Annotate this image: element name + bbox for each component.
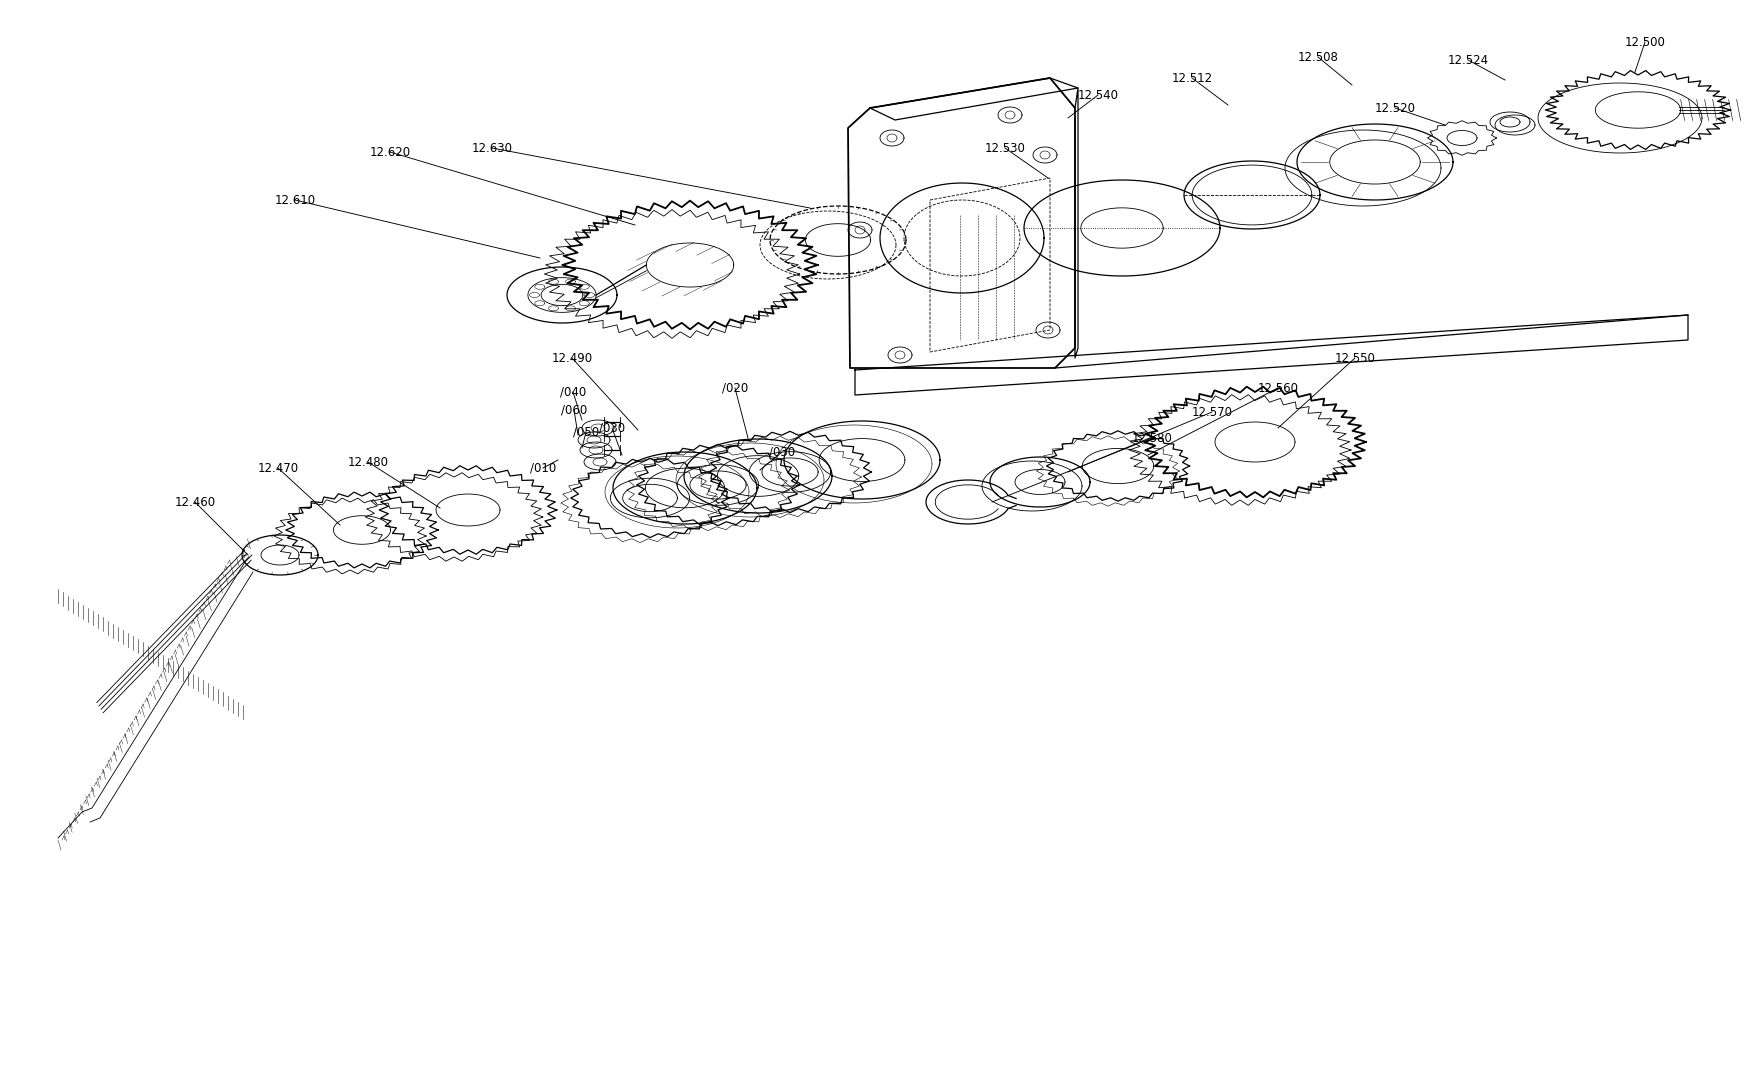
Text: 12.490: 12.490: [551, 351, 593, 364]
Text: 12.520: 12.520: [1374, 101, 1416, 114]
Text: 12.570: 12.570: [1192, 405, 1232, 419]
Text: /030: /030: [768, 446, 794, 459]
Text: /030: /030: [598, 422, 625, 435]
Text: 12.610: 12.610: [275, 194, 315, 206]
Text: 12.470: 12.470: [257, 461, 299, 474]
Text: /020: /020: [723, 382, 749, 395]
Text: 12.530: 12.530: [985, 142, 1026, 155]
Text: 12.630: 12.630: [471, 142, 513, 155]
Text: 12.580: 12.580: [1132, 432, 1172, 445]
Text: 12.508: 12.508: [1297, 50, 1339, 63]
Text: 12.512: 12.512: [1171, 72, 1213, 85]
Text: 12.550: 12.550: [1335, 351, 1376, 364]
Text: 12.480: 12.480: [348, 456, 388, 469]
Text: /010: /010: [530, 461, 556, 474]
Text: 12.620: 12.620: [369, 145, 411, 158]
Text: /060: /060: [562, 403, 588, 416]
Text: 12.500: 12.500: [1624, 36, 1666, 48]
Text: 12.560: 12.560: [1258, 382, 1298, 395]
Text: 12.540: 12.540: [1078, 88, 1118, 101]
Text: 12.460: 12.460: [175, 496, 215, 509]
Text: /050: /050: [572, 425, 598, 438]
Text: 12.524: 12.524: [1447, 53, 1489, 66]
Text: /040: /040: [560, 386, 586, 399]
